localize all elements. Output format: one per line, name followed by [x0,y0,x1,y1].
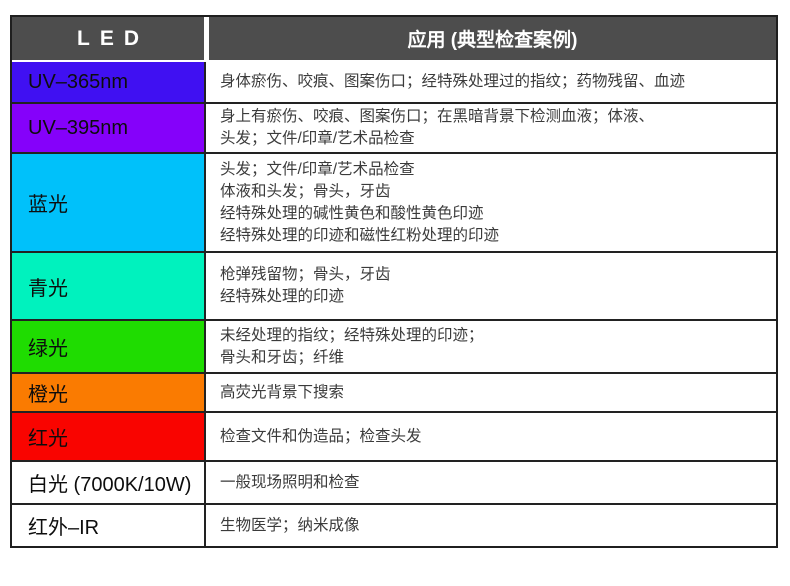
led-color-swatch: 白光 (7000K/10W) [12,462,204,503]
led-label: 蓝光 [28,194,68,216]
table-row: UV–365nm 身体瘀伤、咬痕、图案伤口；经特殊处理过的指纹；药物残留、血迹 [12,62,776,102]
applications-cell: 高荧光背景下搜索 [204,374,776,411]
led-label: 红外–IR [28,517,100,539]
application-text: 头发；文件/印章/艺术品检查 [220,160,415,178]
table-row: 蓝光 头发；文件/印章/艺术品检查 体液和头发；骨头，牙齿经特殊处理的碱性黄色和酸… [12,152,776,251]
led-label: 白光 (7000K/10W) [28,474,192,496]
application-text: 经特殊处理的碱性黄色和酸性黄色印迹 [220,204,484,222]
led-label: 红光 [28,428,68,450]
application-text: 经特殊处理的印迹和磁性红粉处理的印迹 [220,226,500,244]
application-text: 头发；文件/印章/艺术品检查 [220,130,415,147]
led-label: 青光 [28,277,68,300]
applications-cell: 身上有瘀伤、咬痕、图案伤口；在黑暗背景下检测血液；体液、 头发；文件/印章/艺术品… [204,104,776,152]
applications-cell: 生物医学；纳米成像 [204,505,776,546]
application-text: 检查文件和伪造品；检查头发 [220,427,422,445]
applications-cell: 枪弹残留物；骨头，牙齿 经特殊处理的印迹 [204,253,776,319]
led-label: 橙光 [28,384,68,406]
led-color-swatch: 青光 [12,253,204,319]
table-row: 绿光 未经处理的指纹；经特殊处理的印迹； 骨头和牙齿；纤维 [12,319,776,372]
applications-cell: 未经处理的指纹；经特殊处理的印迹； 骨头和牙齿；纤维 [204,321,776,372]
applications-cell: 一般现场照明和检查 [204,462,776,503]
led-color-swatch: 红外–IR [12,505,204,546]
application-text: 骨头和牙齿；纤维 [220,348,345,366]
table-row: 橙光 高荧光背景下搜索 [12,372,776,411]
application-text: 身上有瘀伤、咬痕、图案伤口；在黑暗背景下检测血液；体液、 [220,108,655,125]
applications-cell: 检查文件和伪造品；检查头发 [204,413,776,460]
table-row: 红光 检查文件和伪造品；检查头发 [12,411,776,460]
led-label: 绿光 [28,338,68,360]
led-color-swatch: 红光 [12,413,204,460]
application-text: 经特殊处理的印迹 [220,288,345,305]
table-row: 白光 (7000K/10W) 一般现场照明和检查 [12,460,776,503]
application-text: 高荧光背景下搜索 [220,383,345,401]
table-body: UV–365nm 身体瘀伤、咬痕、图案伤口；经特殊处理过的指纹；药物残留、血迹 … [12,62,776,546]
led-color-swatch: UV–365nm [12,62,204,102]
table-row: 青光 枪弹残留物；骨头，牙齿 经特殊处理的印迹 [12,251,776,319]
column-header-led: LED [12,17,204,60]
applications-cell: 头发；文件/印章/艺术品检查 体液和头发；骨头，牙齿经特殊处理的碱性黄色和酸性黄色… [204,154,776,251]
column-header-applications: 应用 (典型检查案例) [204,17,776,60]
application-text: 枪弹残留物；骨头，牙齿 [220,266,391,283]
led-color-swatch: 蓝光 [12,154,204,251]
led-color-swatch: 橙光 [12,374,204,411]
application-text: 一般现场照明和检查 [220,473,360,491]
table-row: UV–395nm 身上有瘀伤、咬痕、图案伤口；在黑暗背景下检测血液；体液、 头发；… [12,102,776,152]
table-row: 红外–IR 生物医学；纳米成像 [12,503,776,546]
application-text: 未经处理的指纹；经特殊处理的印迹； [220,326,484,344]
application-text: 生物医学；纳米成像 [220,516,360,534]
led-color-swatch: UV–395nm [12,104,204,152]
application-text: 身体瘀伤、咬痕、图案伤口；经特殊处理过的指纹；药物残留、血迹 [220,73,686,90]
table-header-row: LED 应用 (典型检查案例) [12,17,776,62]
led-color-swatch: 绿光 [12,321,204,372]
led-label: UV–395nm [28,116,129,139]
application-text: 体液和头发；骨头，牙齿 [220,182,391,200]
led-applications-table: LED 应用 (典型检查案例) UV–365nm 身体瘀伤、咬痕、图案伤口；经特… [10,15,778,548]
applications-cell: 身体瘀伤、咬痕、图案伤口；经特殊处理过的指纹；药物残留、血迹 [204,62,776,102]
led-label: UV–365nm [28,70,129,93]
